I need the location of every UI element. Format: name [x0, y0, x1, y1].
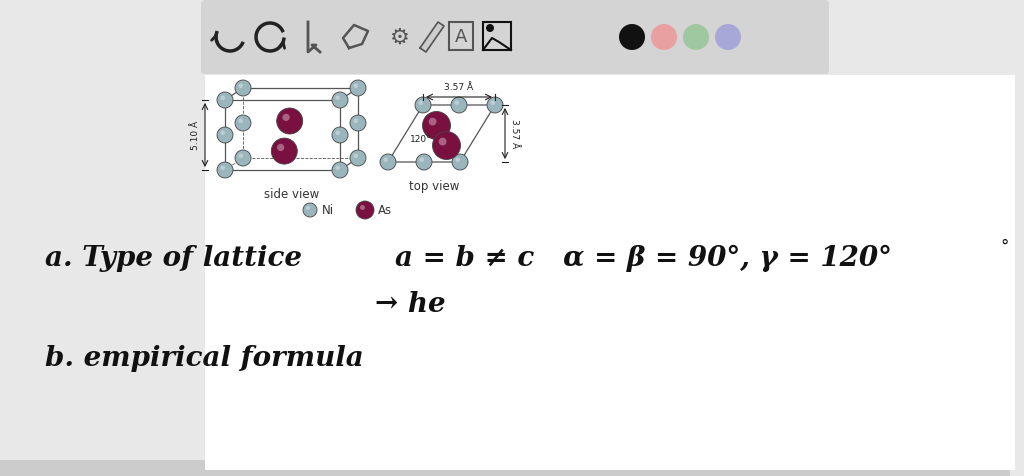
- Circle shape: [239, 119, 243, 123]
- Circle shape: [220, 130, 225, 135]
- Text: 120°: 120°: [410, 136, 432, 145]
- Text: top view: top view: [409, 180, 459, 193]
- Circle shape: [415, 97, 431, 113]
- Circle shape: [239, 83, 243, 88]
- Circle shape: [419, 100, 423, 105]
- Text: ⚙: ⚙: [390, 28, 410, 48]
- Text: 3.57 Å: 3.57 Å: [444, 83, 473, 92]
- Circle shape: [332, 127, 348, 143]
- Circle shape: [278, 144, 285, 151]
- Circle shape: [332, 92, 348, 108]
- Text: → he: → he: [375, 291, 445, 318]
- Circle shape: [380, 154, 396, 170]
- Circle shape: [276, 108, 303, 134]
- Circle shape: [217, 92, 233, 108]
- Circle shape: [683, 24, 709, 50]
- Circle shape: [438, 138, 446, 146]
- Circle shape: [715, 24, 741, 50]
- Bar: [449, 22, 473, 50]
- Circle shape: [451, 97, 467, 113]
- Circle shape: [283, 114, 290, 121]
- Circle shape: [336, 166, 340, 170]
- Circle shape: [487, 97, 503, 113]
- Circle shape: [432, 131, 461, 159]
- Text: As: As: [378, 204, 392, 217]
- Circle shape: [651, 24, 677, 50]
- Circle shape: [356, 201, 374, 219]
- Circle shape: [350, 80, 366, 96]
- Circle shape: [486, 24, 494, 32]
- Polygon shape: [420, 22, 444, 52]
- Circle shape: [353, 83, 358, 88]
- Text: 5.10 Å: 5.10 Å: [191, 120, 200, 149]
- Circle shape: [490, 100, 495, 105]
- Circle shape: [336, 130, 340, 135]
- Circle shape: [220, 166, 225, 170]
- Text: 3.57 Å: 3.57 Å: [510, 119, 519, 148]
- Circle shape: [452, 154, 468, 170]
- Circle shape: [353, 154, 358, 158]
- Circle shape: [455, 100, 459, 105]
- Text: A: A: [455, 28, 467, 46]
- Circle shape: [234, 80, 251, 96]
- Circle shape: [416, 154, 432, 170]
- Circle shape: [336, 96, 340, 100]
- Circle shape: [271, 138, 297, 164]
- Circle shape: [350, 115, 366, 131]
- Circle shape: [217, 162, 233, 178]
- Circle shape: [220, 96, 225, 100]
- Circle shape: [239, 154, 243, 158]
- Bar: [483, 22, 511, 50]
- Text: a. Type of lattice: a. Type of lattice: [45, 245, 302, 271]
- Bar: [205, 75, 1015, 470]
- Text: a = b ≠ c   α = β = 90°, γ = 120°: a = b ≠ c α = β = 90°, γ = 120°: [395, 244, 892, 272]
- Circle shape: [332, 162, 348, 178]
- Circle shape: [360, 205, 365, 210]
- Circle shape: [234, 150, 251, 166]
- Circle shape: [217, 127, 233, 143]
- Circle shape: [384, 158, 388, 162]
- Circle shape: [423, 111, 451, 139]
- Circle shape: [306, 206, 310, 210]
- Circle shape: [420, 158, 424, 162]
- Bar: [0, 460, 1010, 476]
- Circle shape: [456, 158, 460, 162]
- Circle shape: [303, 203, 317, 217]
- Text: Ni: Ni: [322, 204, 334, 217]
- Circle shape: [350, 150, 366, 166]
- Text: side view: side view: [264, 188, 319, 201]
- Text: °: °: [1000, 238, 1010, 256]
- Text: b. empirical formula: b. empirical formula: [45, 345, 364, 371]
- Circle shape: [353, 119, 358, 123]
- FancyBboxPatch shape: [201, 0, 829, 74]
- Circle shape: [618, 24, 645, 50]
- Circle shape: [234, 115, 251, 131]
- Circle shape: [429, 118, 436, 126]
